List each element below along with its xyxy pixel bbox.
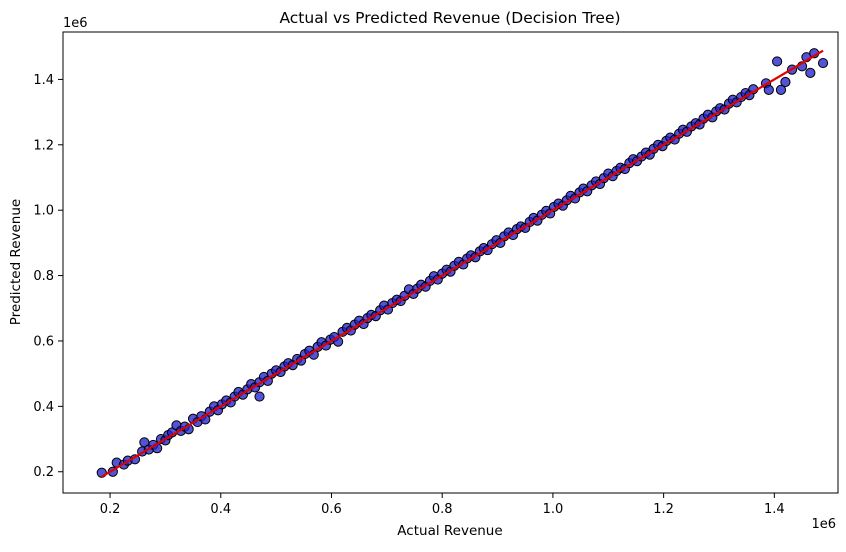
data-point	[805, 67, 816, 78]
x-tick-label: 0.8	[432, 502, 453, 517]
data-point	[763, 84, 774, 95]
data-point	[772, 56, 783, 67]
data-point	[254, 391, 265, 402]
x-tick-label: 1.0	[543, 502, 564, 517]
x-axis-label: Actual Revenue	[397, 523, 502, 539]
scatter-points	[96, 48, 829, 478]
chart-title: Actual vs Predicted Revenue (Decision Tr…	[279, 9, 620, 27]
x-axis: 0.2 0.4 0.6 0.8 1.0 1.2 1.4	[100, 493, 785, 517]
data-point	[817, 57, 829, 69]
x-tick-label: 0.4	[210, 502, 231, 517]
y-tick-label: 0.6	[33, 334, 54, 349]
y-tick-label: 1.0	[33, 204, 54, 219]
y-offset-label: 1e6	[63, 16, 88, 31]
x-tick-label: 1.4	[764, 502, 785, 517]
x-tick-label: 1.2	[653, 502, 674, 517]
x-tick-label: 0.2	[100, 502, 121, 517]
y-tick-label: 1.4	[33, 73, 54, 88]
y-tick-label: 0.4	[33, 400, 54, 415]
y-axis: 0.2 0.4 0.6 0.8 1.0 1.2 1.4	[33, 73, 63, 480]
plot-area	[62, 31, 839, 494]
regression-line-layer	[101, 49, 824, 478]
y-tick-label: 0.8	[33, 269, 54, 284]
x-tick-label: 0.6	[321, 502, 342, 517]
y-axis-label: Predicted Revenue	[8, 199, 24, 325]
y-tick-label: 1.2	[33, 138, 54, 153]
y-tick-label: 0.2	[33, 465, 54, 480]
data-point	[775, 84, 787, 95]
data-point	[780, 76, 791, 88]
x-offset-label: 1e6	[811, 517, 836, 532]
ideal-fit-line	[101, 49, 824, 478]
